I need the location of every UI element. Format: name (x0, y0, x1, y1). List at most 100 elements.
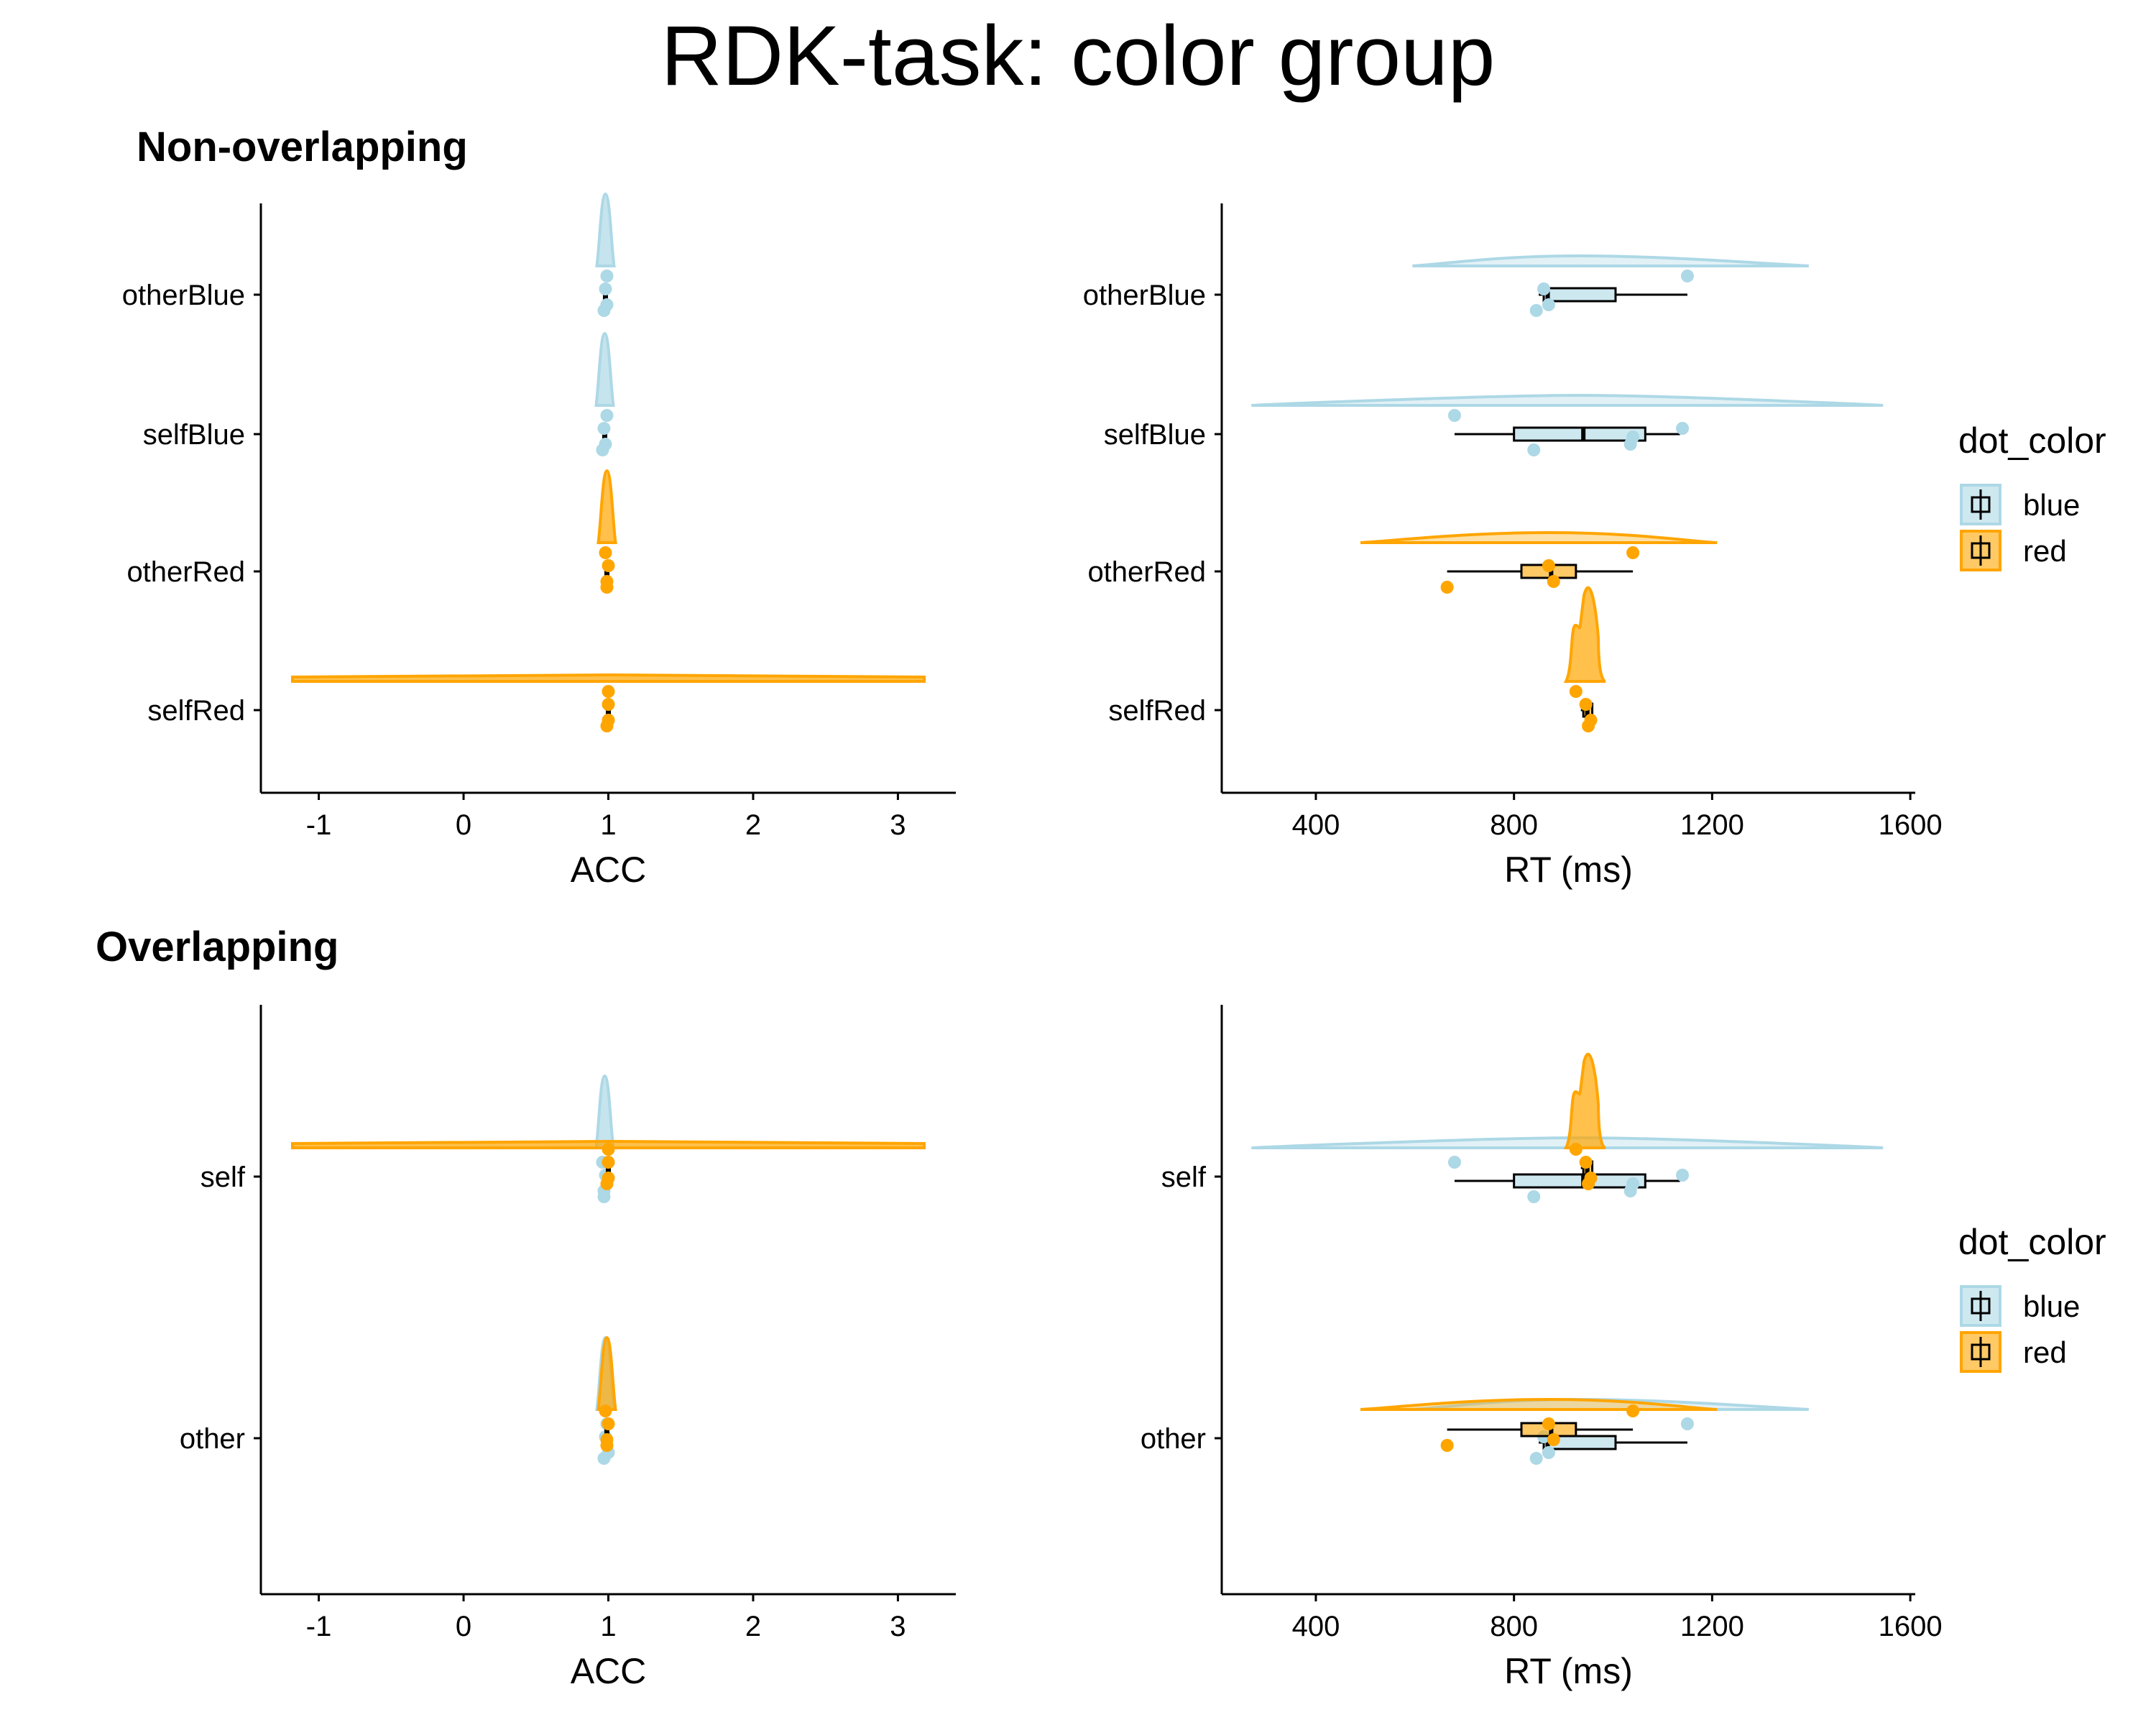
data-point (1676, 1169, 1690, 1182)
y-tick-label-selfBlue: selfBlue (143, 419, 245, 451)
data-point (600, 298, 614, 311)
x-tick-label: 0 (456, 1611, 471, 1642)
y-tick-label-self: self (1161, 1162, 1207, 1193)
data-point (1579, 698, 1593, 711)
data-point (1626, 1404, 1640, 1417)
data-point (1529, 1452, 1543, 1465)
data-point (1447, 1156, 1461, 1169)
x-axis-title: ACC (571, 1651, 647, 1691)
data-point (1626, 546, 1640, 559)
data-point (1542, 298, 1555, 311)
data-point (1440, 1439, 1454, 1452)
data-point (1547, 1433, 1560, 1446)
data-point (602, 1172, 615, 1184)
data-point (1626, 1177, 1640, 1190)
y-tick-label-other: other (180, 1423, 245, 1455)
x-tick-label: 3 (890, 1611, 906, 1642)
data-point (1542, 1446, 1555, 1459)
data-point (599, 438, 612, 451)
density-cloud-otherRed-red (1360, 530, 1718, 544)
boxplot-box (1513, 1173, 1646, 1189)
x-tick-label: 0 (456, 809, 471, 841)
density-cloud-selfRed-red (291, 673, 926, 683)
panel-3: 400 800 1200 1600 self other RT (ms) dot_colorb… (1141, 1005, 2106, 1691)
x-tick-label: 800 (1490, 1611, 1538, 1642)
density-cloud-otherBlue-blue (595, 192, 616, 267)
x-tick-label: 1600 (1879, 1611, 1943, 1642)
x-axis-title: RT (ms) (1504, 1651, 1633, 1691)
data-point (602, 685, 615, 698)
data-point (1440, 581, 1454, 594)
y-tick-label-otherBlue: otherBlue (1083, 280, 1206, 311)
data-point (1676, 422, 1690, 435)
data-point (599, 282, 612, 295)
data-point (1542, 1417, 1555, 1430)
x-tick-label: -1 (306, 1611, 332, 1642)
panel-1: 400 800 1200 1600 otherBlue selfBlue otherRed s… (1083, 203, 2106, 890)
data-point (1584, 1172, 1598, 1184)
data-point (1527, 1190, 1541, 1203)
figure-title: RDK-task: color group (660, 9, 1496, 104)
y-tick-label-otherRed: otherRed (1087, 556, 1206, 588)
legend-label-blue: blue (2023, 488, 2080, 522)
density-cloud-self-blue (594, 1074, 615, 1149)
data-point (1529, 304, 1543, 317)
row-title-non-overlapping: Non-overlapping (137, 124, 468, 170)
x-tick-label: 1600 (1879, 809, 1943, 841)
y-tick-label-selfBlue: selfBlue (1104, 419, 1206, 451)
panel-2: -1 0 1 2 3 self other ACC (180, 1005, 956, 1691)
y-tick-label-selfRed: selfRed (1108, 695, 1206, 727)
x-tick-label: 800 (1490, 809, 1538, 841)
data-point (602, 698, 615, 711)
data-point (1584, 714, 1598, 727)
x-tick-label: 1200 (1680, 1611, 1744, 1642)
y-tick-label-other: other (1141, 1423, 1206, 1455)
data-point (1537, 282, 1551, 295)
legend-label-blue: blue (2023, 1289, 2080, 1323)
data-point (1569, 1143, 1583, 1156)
density-cloud-selfRed-red (1563, 586, 1606, 683)
boxplot-box (1513, 426, 1646, 442)
data-point (597, 422, 611, 435)
data-point (1542, 559, 1555, 572)
data-point (602, 559, 615, 572)
data-point (1680, 270, 1694, 282)
data-point (1569, 685, 1583, 698)
density-cloud-selfBlue-blue (594, 331, 615, 407)
x-axis-title: RT (ms) (1504, 850, 1633, 890)
density-cloud-otherBlue-blue (1412, 254, 1809, 267)
data-point (1626, 431, 1640, 443)
data-point (602, 1156, 615, 1169)
x-tick-label: 1 (600, 809, 616, 841)
data-point (600, 270, 614, 282)
data-point (599, 1404, 612, 1417)
data-point (1579, 1156, 1593, 1169)
row-title-overlapping: Overlapping (96, 924, 339, 970)
x-axis-title: ACC (571, 850, 647, 890)
data-point (600, 575, 614, 588)
legend-title: dot_color (1958, 420, 2106, 461)
y-tick-label-selfRed: selfRed (147, 695, 245, 727)
x-tick-label: 400 (1292, 809, 1340, 841)
data-point (1527, 443, 1541, 456)
x-tick-label: 1200 (1680, 809, 1744, 841)
x-tick-label: 2 (745, 809, 761, 841)
x-tick-label: 2 (745, 1611, 761, 1642)
data-point (602, 1417, 615, 1430)
y-tick-label-otherBlue: otherBlue (122, 280, 245, 311)
data-point (1680, 1417, 1694, 1430)
data-point (602, 714, 615, 727)
y-tick-label-otherRed: otherRed (126, 556, 245, 588)
legend-label-red: red (2023, 1335, 2067, 1369)
legend-label-red: red (2023, 534, 2067, 568)
x-tick-label: 1 (600, 1611, 616, 1642)
data-point (600, 1433, 614, 1446)
density-cloud-self-red (1563, 1052, 1606, 1149)
data-point (602, 1143, 615, 1156)
density-cloud-otherRed-red (596, 469, 617, 544)
panel-0: -1 0 1 2 3 otherBlue selfBlue otherRed selfRed AC… (122, 192, 956, 890)
density-cloud-other-red (596, 1335, 617, 1411)
x-tick-label: -1 (306, 809, 332, 841)
